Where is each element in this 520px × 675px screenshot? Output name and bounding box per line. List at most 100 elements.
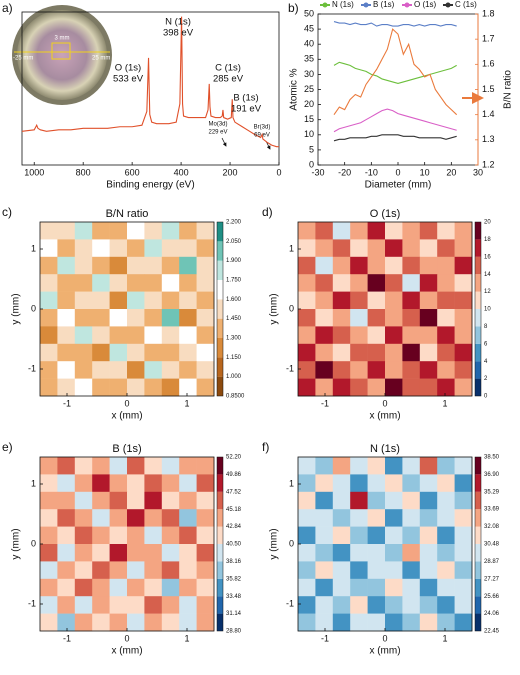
contour-cell (57, 378, 76, 397)
colorbar-label: 1.150 (226, 355, 242, 361)
colorbar-label: 20 (484, 220, 491, 226)
x-tick-label: -1 (321, 398, 329, 408)
contour-cell (40, 378, 58, 397)
contour-cell (92, 274, 110, 292)
contour-cell (437, 326, 455, 345)
colorbar-label: 47.52 (226, 489, 242, 495)
contour-cell (109, 239, 128, 258)
x-tick-label: -10 (365, 167, 378, 177)
contour-cell (419, 596, 438, 614)
contour-cell (127, 526, 145, 545)
x-tick-label: 0 (276, 167, 281, 177)
y-axis-label: y (mm) (269, 528, 280, 559)
y-tick-label: -1 (286, 598, 294, 608)
y-tick-label: -1 (28, 363, 36, 373)
contour-cell (127, 309, 145, 327)
annotation: C (1s) (215, 63, 241, 74)
contour-cell (367, 526, 386, 545)
contour-cell (367, 561, 386, 580)
contour-cell (109, 326, 128, 345)
contour-cell (298, 222, 316, 240)
contour-cell (350, 578, 368, 597)
contour-cell (350, 326, 368, 345)
contour-cell (332, 457, 351, 475)
contour-cell (144, 239, 163, 258)
contour-cell (74, 239, 93, 258)
contour-cell (367, 509, 386, 527)
contour-cell (74, 509, 93, 527)
contour-cell (196, 544, 215, 562)
contour-cell (332, 544, 351, 562)
contour-cell (332, 274, 351, 292)
contour-cell (57, 578, 76, 597)
x-tick-label: -30 (311, 167, 324, 177)
contour-cell (92, 361, 110, 379)
contour-cell (179, 291, 197, 310)
contour-cell (57, 561, 76, 580)
contour-cell (40, 291, 58, 310)
x-axis-label: x (mm) (111, 411, 142, 422)
y-tick-label: 50 (304, 8, 314, 18)
contour-cell (144, 256, 163, 275)
legend-label: O (1s) (414, 0, 437, 9)
contour-cell (385, 291, 403, 310)
colorbar-label: 27.27 (484, 576, 500, 582)
colorbar-band (475, 343, 481, 362)
contour-cell (40, 256, 58, 275)
colorbar-label: 0 (484, 394, 488, 400)
contour-cell (350, 274, 368, 292)
contour-cell (315, 239, 334, 258)
contour-cell (419, 326, 438, 345)
contour-cell (419, 361, 438, 379)
x-tick-label: 0 (124, 398, 129, 408)
contour-cell (385, 222, 403, 240)
colorbar-label: 45.18 (226, 507, 242, 513)
contour-cell (367, 361, 386, 379)
contour-cell (179, 274, 197, 292)
contour-cell (437, 291, 455, 310)
contour-cell (179, 613, 197, 632)
contour-cell (196, 491, 215, 510)
colorbar-band (217, 318, 223, 338)
contour-cell (161, 239, 180, 258)
contour-cell (92, 578, 110, 597)
colorbar-band (217, 280, 223, 300)
contour-cell (402, 457, 421, 475)
contour-cell (332, 491, 351, 510)
contour-cell (144, 596, 163, 614)
contour-cell (332, 596, 351, 614)
contour-cell (402, 613, 421, 632)
annotation: Mo(3d) (208, 122, 227, 128)
x-tick-label: 400 (174, 167, 189, 177)
series-line (333, 108, 457, 133)
y-tick-label: 5 (309, 144, 314, 154)
contour-cell (40, 578, 58, 597)
colorbar-band (475, 457, 481, 475)
contour-cell (144, 291, 163, 310)
contour-cell (402, 239, 421, 258)
contour-cell (40, 613, 58, 632)
contour-cell (332, 561, 351, 580)
contour-cell (196, 474, 215, 493)
colorbar-label: 0.8500 (226, 394, 245, 400)
contour-cell (298, 239, 316, 258)
contour-cell (437, 526, 455, 545)
panel-label: f) (262, 440, 269, 454)
contour-cell (161, 343, 180, 362)
contour-cell (385, 256, 403, 275)
contour-cell (74, 343, 93, 362)
contour-cell (385, 343, 403, 362)
contour-cell (367, 239, 386, 258)
contour-cell (454, 526, 473, 545)
contour-cell (385, 526, 403, 545)
contour-cell (402, 326, 421, 345)
inset-label: -25 mm (13, 56, 33, 62)
x-tick-label: 1 (442, 633, 447, 643)
contour-cell (196, 613, 215, 632)
contour-cell (315, 613, 334, 632)
contour-cell (385, 544, 403, 562)
contour-cell (437, 613, 455, 632)
y-tick-label: 1 (31, 243, 36, 253)
contour-cell (92, 526, 110, 545)
contour-cell (419, 509, 438, 527)
